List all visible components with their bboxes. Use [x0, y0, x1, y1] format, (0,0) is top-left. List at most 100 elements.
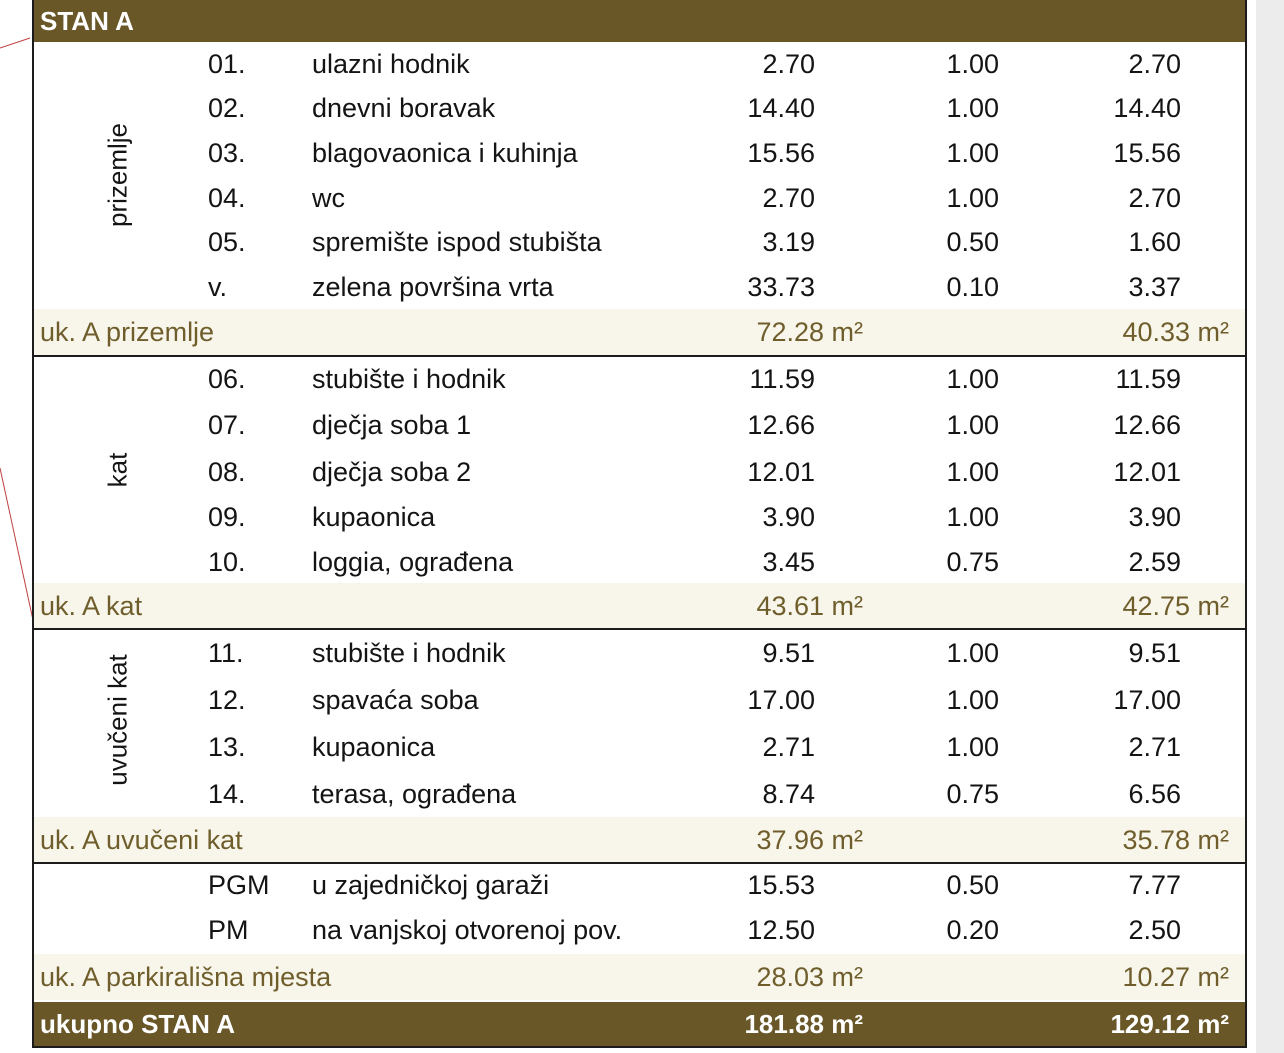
room-total: 14.40	[1113, 93, 1181, 123]
room-number: 13.	[208, 732, 246, 762]
room-coefficient: 0.10	[946, 272, 999, 302]
table-row: 03. blagovaonica i kuhinja 15.56 1.00 15…	[34, 131, 1245, 175]
room-total: 2.70	[1128, 183, 1181, 213]
room-area: 11.59	[749, 364, 815, 394]
grand-total-area: 181.88 m²	[744, 1009, 863, 1039]
room-number: 04.	[208, 183, 246, 213]
table-row: 13. kupaonica 2.71 1.00 2.71	[34, 725, 1245, 769]
subtotal-area: 72.28 m²	[756, 317, 863, 347]
room-name: kupaonica	[312, 732, 436, 762]
room-area: 17.00	[747, 685, 815, 715]
subtotal-label: uk. A uvučeni kat	[40, 825, 243, 855]
room-total: 6.56	[1128, 779, 1181, 809]
subtotal-label: uk. A prizemlje	[40, 317, 215, 347]
subtotal-label: uk. A parkirališna mjesta	[40, 962, 332, 992]
room-coefficient: 1.00	[946, 685, 999, 715]
subtotal-total: 42.75 m²	[1122, 591, 1229, 621]
room-coefficient: 1.00	[946, 49, 999, 79]
room-name: stubište i hodnik	[312, 364, 506, 394]
page-margin	[1256, 0, 1284, 1053]
room-total: 15.56	[1113, 138, 1181, 168]
room-name: dječja soba 1	[312, 410, 472, 440]
table-row: PM na vanjskoj otvorenoj pov. 12.50 0.20…	[34, 908, 1245, 952]
table-row: 01. ulazni hodnik 2.70 1.00 2.70	[34, 42, 1245, 86]
room-name: stubište i hodnik	[312, 638, 506, 668]
room-area: 12.66	[747, 410, 815, 440]
room-number: 12.	[208, 685, 246, 715]
room-number: 01.	[208, 49, 246, 79]
section-divider	[34, 862, 1245, 864]
subtotal-row: uk. A uvučeni kat 37.96 m² 35.78 m²	[34, 817, 1245, 863]
room-total: 3.37	[1128, 272, 1181, 302]
room-total: 12.66	[1113, 410, 1181, 440]
grand-total-total: 129.12 m²	[1110, 1009, 1229, 1039]
room-coefficient: 1.00	[946, 93, 999, 123]
room-name: kupaonica	[312, 502, 436, 532]
table-title: STAN A	[34, 0, 1245, 42]
room-number: 07.	[208, 410, 246, 440]
room-name: dnevni boravak	[312, 93, 496, 123]
subtotal-row: uk. A parkirališna mjesta 28.03 m² 10.27…	[34, 954, 1245, 1000]
room-area: 15.53	[747, 870, 815, 900]
table-row: 08. dječja soba 2 12.01 1.00 12.01	[34, 450, 1245, 494]
room-area: 33.73	[747, 272, 815, 302]
room-name: dječja soba 2	[312, 457, 472, 487]
room-total: 2.70	[1128, 49, 1181, 79]
room-number: PGM	[208, 870, 270, 900]
table-row: 10. loggia, ograđena 3.45 0.75 2.59	[34, 540, 1245, 584]
room-number: v.	[208, 272, 227, 302]
room-total: 3.90	[1128, 502, 1181, 532]
subtotal-total: 35.78 m²	[1122, 825, 1229, 855]
room-area: 8.74	[762, 779, 815, 809]
room-total: 2.50	[1128, 915, 1181, 945]
subtotal-row: uk. A prizemlje 72.28 m² 40.33 m²	[34, 309, 1245, 355]
room-coefficient: 1.00	[946, 138, 999, 168]
room-name: loggia, ograđena	[312, 547, 514, 577]
room-name: zelena površina vrta	[312, 272, 554, 302]
room-area: 2.70	[762, 183, 815, 213]
room-name: spavaća soba	[312, 685, 479, 715]
room-name: na vanjskoj otvorenoj pov.	[312, 915, 623, 945]
room-area: 3.19	[762, 227, 815, 257]
room-number: 02.	[208, 93, 246, 123]
room-coefficient: 1.00	[946, 638, 999, 668]
room-coefficient: 0.20	[946, 915, 999, 945]
room-number: 03.	[208, 138, 246, 168]
grand-total-label: ukupno STAN A	[40, 1009, 235, 1039]
room-number: 10.	[208, 547, 246, 577]
room-total: 2.59	[1128, 547, 1181, 577]
subtotal-area: 43.61 m²	[756, 591, 863, 621]
room-coefficient: 0.75	[946, 547, 999, 577]
table-row: 04. wc 2.70 1.00 2.70	[34, 176, 1245, 220]
table-row: 07. dječja soba 1 12.66 1.00 12.66	[34, 403, 1245, 447]
room-name: terasa, ograđena	[312, 779, 517, 809]
table-row: 02. dnevni boravak 14.40 1.00 14.40	[34, 86, 1245, 130]
room-area: 15.56	[747, 138, 815, 168]
room-name: wc	[312, 183, 345, 213]
room-name: spremište ispod stubišta	[312, 227, 602, 257]
room-total: 2.71	[1128, 732, 1181, 762]
room-total: 1.60	[1128, 227, 1181, 257]
room-area: 12.01	[747, 457, 815, 487]
room-coefficient: 0.50	[946, 870, 999, 900]
room-total: 7.77	[1128, 870, 1181, 900]
room-total: 9.51	[1128, 638, 1181, 668]
table-row: 05. spremište ispod stubišta 3.19 0.50 1…	[34, 220, 1245, 264]
table-row: v. zelena površina vrta 33.73 0.10 3.37	[34, 265, 1245, 309]
subtotal-total: 40.33 m²	[1122, 317, 1229, 347]
room-name: blagovaonica i kuhinja	[312, 138, 578, 168]
room-coefficient: 0.75	[946, 779, 999, 809]
room-area: 2.70	[762, 49, 815, 79]
room-coefficient: 1.00	[946, 364, 999, 394]
table-row: 12. spavaća soba 17.00 1.00 17.00	[34, 678, 1245, 722]
room-total: 17.00	[1113, 685, 1181, 715]
room-number: 08.	[208, 457, 246, 487]
room-area: 3.45	[762, 547, 815, 577]
room-coefficient: 1.00	[946, 410, 999, 440]
room-name: ulazni hodnik	[312, 49, 470, 79]
subtotal-row: uk. A kat 43.61 m² 42.75 m²	[34, 583, 1245, 629]
room-area: 14.40	[747, 93, 815, 123]
room-coefficient: 1.00	[946, 732, 999, 762]
room-area: 9.51	[762, 638, 815, 668]
